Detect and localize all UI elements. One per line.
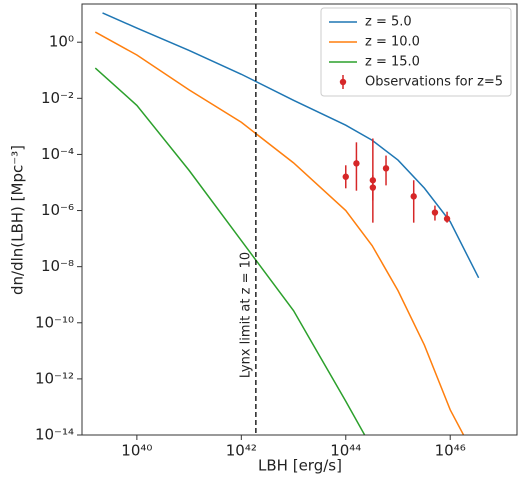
x-tick-label: 10⁴² [226, 442, 257, 460]
data-point [382, 165, 390, 172]
legend-label: Observations for z=5 [365, 75, 503, 90]
x-tick-label: 10⁴⁴ [330, 442, 361, 460]
x-axis-label: LBH [erg/s] [258, 457, 342, 475]
limit-label: Lynx limit at z = 10 [238, 252, 253, 378]
plot-area [94, 12, 480, 435]
legend-box [320, 7, 512, 97]
y-axis-label: dn/dln(LBH) [Mpc⁻³] [9, 145, 27, 295]
data-point [353, 160, 360, 167]
data-point [369, 184, 377, 191]
data-point [410, 193, 417, 200]
y-tick-label: 10⁻⁶ [41, 201, 74, 219]
y-tick-label: 10⁻¹² [35, 369, 74, 387]
y-tick-label: 10⁻⁴ [41, 145, 74, 163]
series-line [94, 31, 465, 435]
legend-swatch [339, 78, 347, 86]
plot-frame [81, 3, 518, 436]
legend-label: z = 10.0 [365, 35, 420, 50]
data-point [342, 173, 349, 180]
data-point [431, 209, 439, 216]
series-line [94, 67, 366, 435]
x-tick-label: 10⁴⁰ [121, 442, 152, 460]
legend-label: z = 15.0 [365, 55, 420, 70]
y-tick-label: 10⁻¹⁰ [35, 313, 74, 331]
y-tick-label: 10⁻¹⁴ [35, 426, 74, 444]
legend-label: z = 5.0 [365, 15, 412, 30]
data-point [443, 215, 451, 222]
series-line [102, 12, 480, 279]
x-tick-label: 10⁴⁶ [435, 442, 466, 460]
y-tick-label: 10⁻² [41, 89, 74, 107]
y-tick-label: 10⁰ [49, 33, 74, 51]
y-tick-label: 10⁻⁸ [41, 257, 74, 275]
